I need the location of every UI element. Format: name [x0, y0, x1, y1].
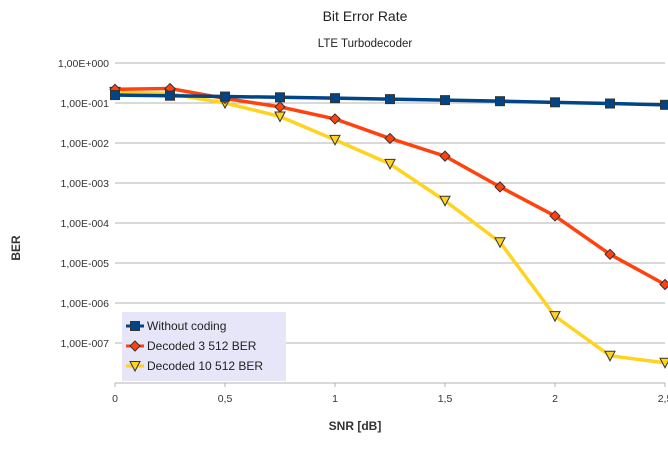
legend-label: Decoded 10 512 BER [147, 359, 263, 373]
data-point-0-2 [220, 91, 230, 102]
data-point-1-6 [439, 150, 451, 162]
legend: Without coding Decoded 3 512 BER Decoded 1… [122, 312, 286, 381]
data-point-0-8 [550, 97, 560, 108]
x-tick-label: 0,5 [218, 393, 233, 405]
data-point-1-10 [659, 278, 668, 291]
data-point-2-7 [494, 237, 506, 249]
legend-box [122, 312, 286, 381]
data-point-0-1 [165, 90, 175, 101]
data-point-2-6 [439, 195, 451, 207]
y-tick-label: 1,00E-002 [61, 138, 110, 150]
data-point-1-8 [549, 210, 561, 222]
data-point-2-4 [329, 134, 341, 146]
x-tick-label: 1,5 [438, 393, 453, 405]
data-point-1-7 [494, 181, 506, 193]
data-point-2-8 [549, 311, 561, 323]
legend-swatch-marker [129, 340, 141, 352]
x-tick-label: 0 [112, 393, 118, 405]
x-tick-labels: 0 0,5 1 1,5 2 2,5 [112, 383, 668, 405]
data-point-0-4 [330, 93, 340, 104]
data-point-1-5 [384, 132, 396, 145]
legend-swatch-marker [130, 321, 140, 331]
data-point-0-3 [275, 92, 285, 103]
y-tick-label: 1,00E-001 [61, 98, 110, 110]
y-tick-label: 1,00E-006 [61, 298, 110, 310]
chart-subtitle: LTE Turbodecoder [318, 38, 413, 50]
legend-label: Decoded 3 512 BER [147, 339, 257, 353]
data-point-0-5 [385, 94, 395, 105]
data-point-1-4 [329, 113, 341, 125]
series-markers [109, 82, 668, 369]
y-tick-label: 1,00E-004 [61, 218, 110, 230]
x-tick-label: 2,5 [658, 393, 668, 405]
data-point-2-9 [604, 350, 616, 362]
y-tick-label: 1,00E+000 [58, 58, 109, 70]
y-tick-label: 1,00E-007 [61, 338, 110, 350]
chart-title: Bit Error Rate [323, 8, 408, 24]
data-point-1-3 [274, 101, 286, 113]
data-point-0-0 [110, 90, 120, 101]
data-point-0-9 [605, 98, 615, 109]
x-tick-label: 1 [332, 393, 338, 405]
data-point-0-6 [440, 95, 450, 106]
x-axis-title: SNR [dB] [329, 419, 382, 433]
y-tick-labels: 1,00E+000 1,00E-001 1,00E-002 1,00E-003 1,00… [58, 58, 109, 350]
legend-swatch-marker [129, 361, 141, 373]
data-point-0-10 [660, 99, 668, 110]
legend-label: Without coding [147, 319, 226, 333]
data-point-1-9 [604, 248, 616, 261]
data-point-2-5 [384, 158, 396, 170]
y-axis-title: BER [9, 235, 23, 261]
data-point-0-7 [495, 96, 505, 107]
y-tick-label: 1,00E-003 [61, 178, 110, 190]
y-tick-label: 1,00E-005 [61, 258, 110, 270]
x-tick-label: 2 [552, 393, 558, 405]
